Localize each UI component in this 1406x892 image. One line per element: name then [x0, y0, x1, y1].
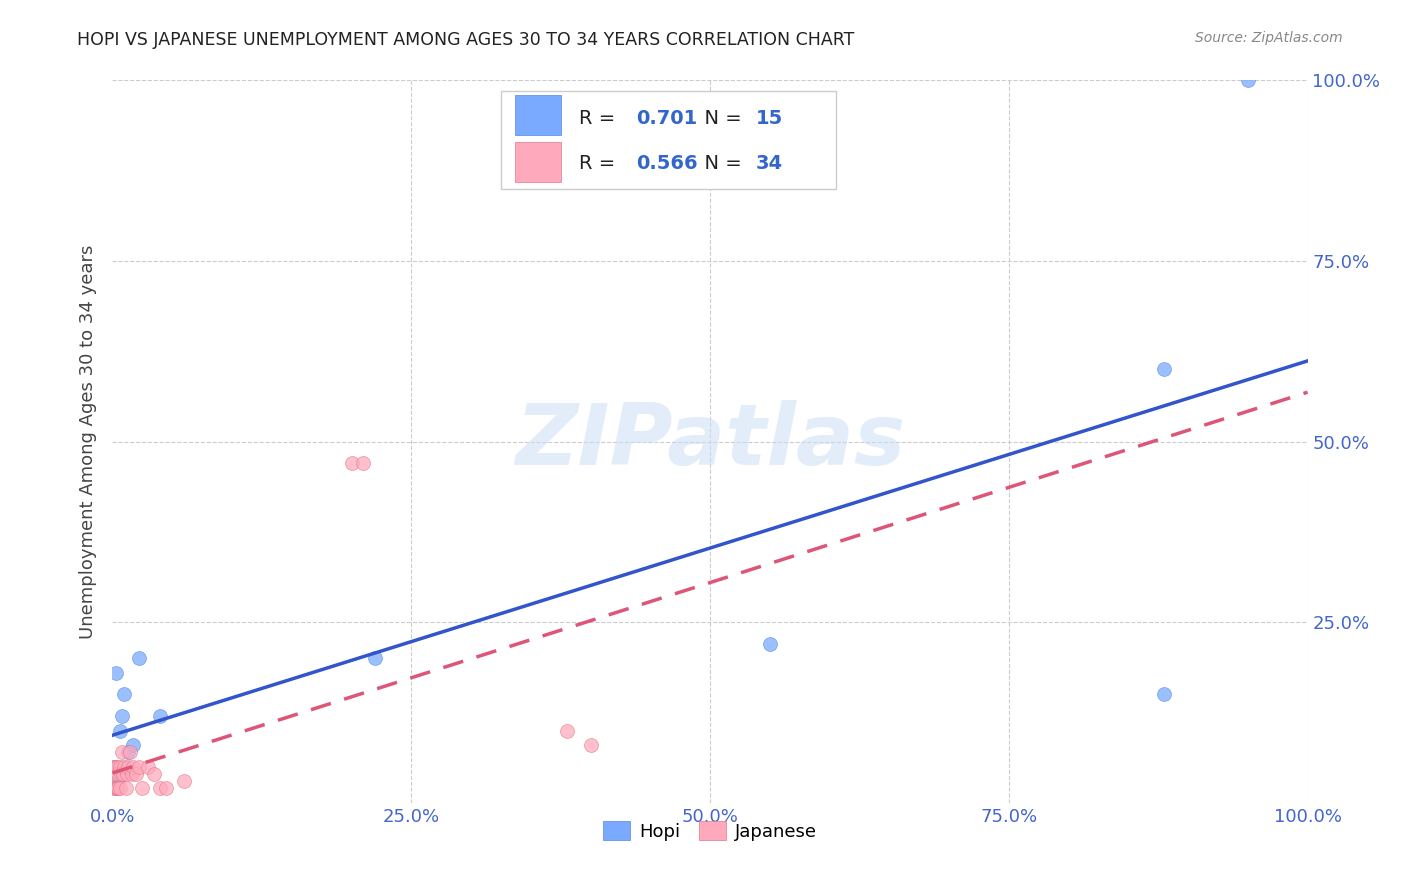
Text: HOPI VS JAPANESE UNEMPLOYMENT AMONG AGES 30 TO 34 YEARS CORRELATION CHART: HOPI VS JAPANESE UNEMPLOYMENT AMONG AGES… — [77, 31, 855, 49]
Point — [112, 767, 135, 781]
Point — [105, 767, 128, 781]
Point — [579, 738, 602, 752]
Point — [138, 760, 160, 774]
Point — [105, 665, 128, 680]
Point — [105, 774, 128, 789]
Point — [149, 781, 172, 796]
Point — [155, 781, 177, 796]
Point — [352, 456, 374, 470]
Point — [364, 651, 387, 665]
Point — [340, 456, 363, 470]
Point — [111, 745, 134, 759]
Text: 34: 34 — [755, 153, 783, 173]
Point — [173, 774, 195, 789]
Point — [117, 745, 139, 759]
Text: N =: N = — [692, 109, 748, 128]
Point — [105, 781, 128, 796]
Point — [149, 709, 172, 723]
Point — [120, 745, 142, 759]
Point — [128, 651, 150, 665]
Point — [125, 767, 148, 781]
FancyBboxPatch shape — [515, 95, 561, 135]
Point — [555, 723, 578, 738]
Point — [1237, 73, 1260, 87]
Y-axis label: Unemployment Among Ages 30 to 34 years: Unemployment Among Ages 30 to 34 years — [79, 244, 97, 639]
Point — [107, 781, 129, 796]
Point — [114, 760, 135, 774]
Point — [104, 760, 127, 774]
Text: Source: ZipAtlas.com: Source: ZipAtlas.com — [1195, 31, 1343, 45]
Point — [103, 760, 125, 774]
FancyBboxPatch shape — [515, 142, 561, 182]
Text: R =: R = — [579, 109, 621, 128]
Point — [128, 760, 150, 774]
Point — [105, 781, 128, 796]
Text: N =: N = — [692, 153, 748, 173]
Text: 0.701: 0.701 — [636, 109, 697, 128]
Point — [105, 760, 128, 774]
Point — [108, 760, 131, 774]
Point — [121, 767, 143, 781]
Text: 15: 15 — [755, 109, 783, 128]
Point — [143, 767, 166, 781]
Point — [103, 781, 125, 796]
Point — [1153, 687, 1175, 701]
Point — [131, 781, 153, 796]
Point — [114, 781, 136, 796]
Text: R =: R = — [579, 153, 621, 173]
Point — [759, 637, 782, 651]
Point — [121, 760, 143, 774]
Point — [107, 767, 129, 781]
Text: ZIPatlas: ZIPatlas — [515, 400, 905, 483]
Point — [104, 781, 127, 796]
Point — [111, 709, 134, 723]
Point — [103, 760, 125, 774]
Point — [115, 767, 138, 781]
FancyBboxPatch shape — [501, 91, 835, 189]
Point — [121, 738, 143, 752]
Legend: Hopi, Japanese: Hopi, Japanese — [596, 814, 824, 848]
Point — [108, 781, 131, 796]
Point — [1153, 362, 1175, 376]
Point — [117, 760, 139, 774]
Text: 0.566: 0.566 — [636, 153, 697, 173]
Point — [114, 687, 135, 701]
Point — [110, 767, 132, 781]
Point — [108, 723, 131, 738]
